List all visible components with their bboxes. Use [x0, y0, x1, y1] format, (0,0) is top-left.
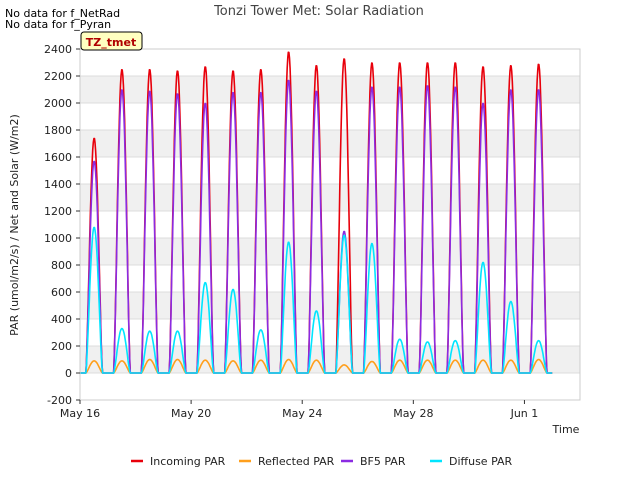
plot-band [80, 292, 580, 319]
legend: Incoming PAR Reflected PAR BF5 PAR Diffuse … [131, 455, 513, 468]
x-tick-label: May 24 [282, 407, 322, 420]
plot-band [80, 184, 580, 211]
plot-band [80, 49, 580, 76]
site-tag: TZ_tmet [80, 31, 143, 51]
y-tick-label: 1000 [44, 232, 72, 245]
x-axis-ticks: May 16 May 20 May 24 May 28 Jun 1 [60, 400, 538, 420]
plot-band [80, 130, 580, 157]
plot-band [80, 157, 580, 184]
y-tick-label: 200 [51, 340, 72, 353]
y-axis-label: PAR (umol/m2/s) / Net and Solar (W/m2) [8, 114, 21, 336]
plot-band [80, 76, 580, 103]
x-tick-label: May 28 [393, 407, 433, 420]
series-line-diffuse-par [79, 226, 553, 374]
site-tag-label: TZ_tmet [86, 36, 136, 49]
plot-band [80, 265, 580, 292]
y-tick-label: 400 [51, 313, 72, 326]
plot-band [80, 319, 580, 346]
y-tick-label: 1200 [44, 205, 72, 218]
y-tick-label: 1600 [44, 151, 72, 164]
legend-label: Incoming PAR [150, 455, 226, 468]
legend-label: Diffuse PAR [449, 455, 513, 468]
legend-label: BF5 PAR [360, 455, 406, 468]
plot-band [80, 238, 580, 265]
y-tick-label: 0 [65, 367, 72, 380]
plot-band [80, 346, 580, 373]
legend-label: Reflected PAR [258, 455, 335, 468]
y-tick-label: 1800 [44, 124, 72, 137]
site-tag-box [80, 31, 143, 51]
chart-title: Tonzi Tower Met: Solar Radiation [213, 4, 424, 19]
plot-band [80, 373, 580, 400]
y-tick-label: -200 [47, 394, 72, 407]
plot-background [80, 49, 580, 400]
x-tick-label: May 16 [60, 407, 100, 420]
series-lines [79, 51, 553, 374]
x-axis-label: Time [552, 423, 580, 436]
y-tick-label: 2000 [44, 97, 72, 110]
no-data-note-pyran: No data for f_Pyran [5, 18, 112, 31]
y-tick-label: 2400 [44, 43, 72, 56]
x-tick-label: Jun 1 [510, 407, 539, 420]
plot-band [80, 211, 580, 238]
plot-frame [79, 48, 581, 401]
y-tick-label: 800 [51, 259, 72, 272]
x-tick-label: May 20 [171, 407, 211, 420]
y-tick-label: 2200 [44, 70, 72, 83]
y-tick-label: 1400 [44, 178, 72, 191]
y-tick-label: 600 [51, 286, 72, 299]
plot-band [80, 103, 580, 130]
y-axis-ticks: -200 0 200 400 600 800 1000 1200 1400 1600 1800 200… [44, 43, 80, 407]
no-data-note-netrad: No data for f_NetRad [5, 7, 121, 20]
